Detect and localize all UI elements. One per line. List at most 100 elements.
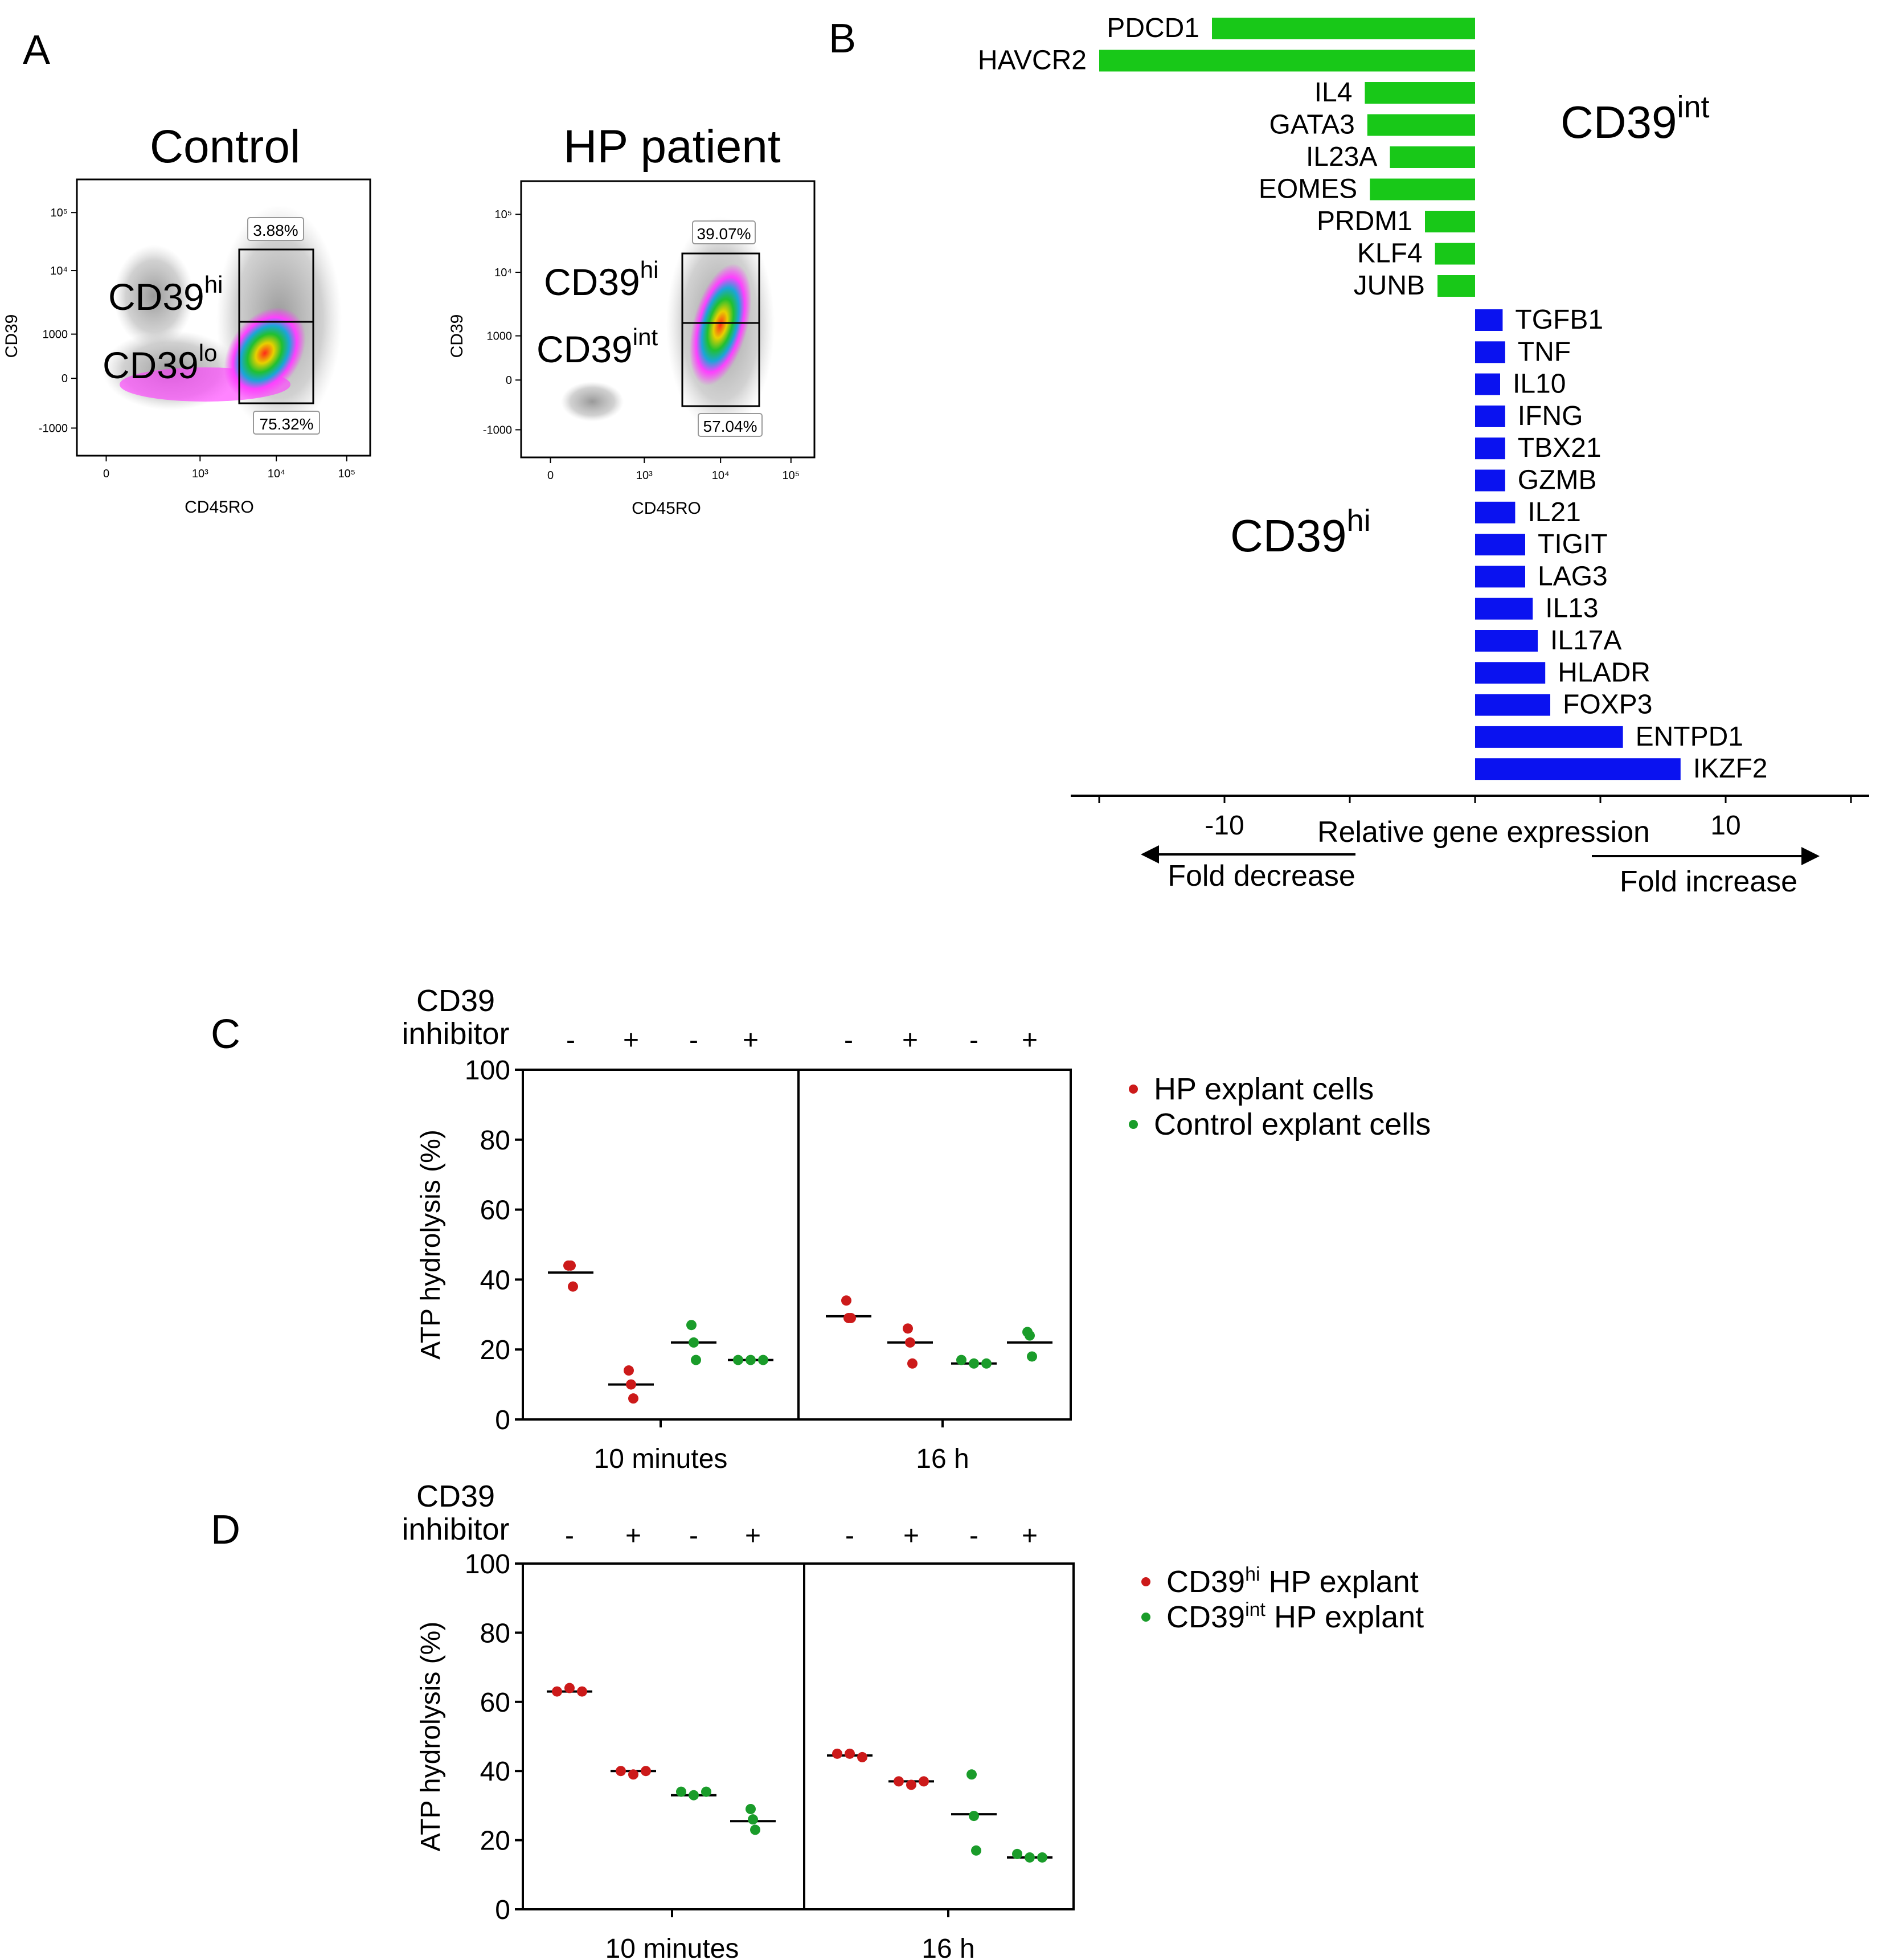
data-point-c bbox=[746, 1355, 756, 1365]
bar-foxp3 bbox=[1475, 694, 1550, 716]
data-point-d bbox=[919, 1776, 929, 1787]
data-point-d bbox=[845, 1748, 855, 1759]
data-point-d bbox=[616, 1766, 626, 1777]
flow-xtick-label-control: 10⁴ bbox=[268, 468, 285, 480]
data-point-d bbox=[748, 1814, 758, 1825]
data-point-d bbox=[966, 1769, 977, 1780]
legend-marker-d bbox=[1141, 1613, 1150, 1622]
inhibitor-sign-c: - bbox=[969, 1025, 978, 1055]
b-group-label-int: CD39int bbox=[1561, 90, 1710, 148]
bar-ifng bbox=[1475, 405, 1505, 427]
inhibitor-sign-c: + bbox=[902, 1025, 918, 1055]
gene-label-lag3: LAG3 bbox=[1538, 561, 1608, 591]
b-xtick-label: -10 bbox=[1205, 811, 1244, 841]
data-point-d bbox=[746, 1803, 756, 1814]
ytick-label-d: 60 bbox=[480, 1688, 510, 1718]
gene-label-tgfb1: TGFB1 bbox=[1515, 305, 1603, 335]
ytick-label-c: 0 bbox=[495, 1405, 510, 1435]
bar-pdcd1 bbox=[1212, 18, 1475, 39]
flow-density-main-control bbox=[224, 307, 306, 399]
flow-plot-hp: HP patient 39.07% 57.04% CD39hi CD39int … bbox=[448, 121, 816, 518]
ytick-label-d: 40 bbox=[480, 1757, 510, 1787]
flow-ytick-label-control: 10⁵ bbox=[50, 207, 68, 219]
flow-ytick-label-hp: -1000 bbox=[483, 424, 512, 437]
bar-il23a bbox=[1390, 146, 1475, 168]
bar-ikzf2 bbox=[1475, 758, 1681, 780]
b-group-label-hi: CD39hi bbox=[1230, 504, 1371, 561]
gene-label-havcr2: HAVCR2 bbox=[978, 46, 1087, 76]
flow-title-hp: HP patient bbox=[563, 121, 781, 173]
flow-frame-control bbox=[76, 178, 371, 457]
panel-b-label: B bbox=[829, 16, 856, 62]
data-point-c bbox=[686, 1320, 697, 1331]
gene-label-tnf: TNF bbox=[1518, 337, 1571, 367]
gene-label-il23a: IL23A bbox=[1306, 142, 1377, 172]
fold-decrease-label: Fold decrease bbox=[1168, 860, 1355, 893]
data-point-c bbox=[905, 1337, 915, 1348]
data-point-c bbox=[733, 1355, 743, 1365]
group-label-d: 10 minutes bbox=[605, 1934, 739, 1960]
ytick-label-c: 20 bbox=[480, 1335, 510, 1365]
gate-pct-top-control: 3.88% bbox=[253, 222, 298, 239]
legend-marker-c bbox=[1129, 1085, 1138, 1094]
panel-d-label: D bbox=[211, 1507, 240, 1553]
gene-label-ifng: IFNG bbox=[1518, 401, 1583, 431]
bar-entpd1 bbox=[1475, 726, 1623, 748]
inhibitor-sign-d: - bbox=[689, 1521, 698, 1551]
plot-frame-d bbox=[522, 1562, 1075, 1910]
gate-label-bottom-control: CD39lo bbox=[103, 339, 217, 386]
inhibitor-sign-d: + bbox=[745, 1521, 761, 1551]
bar-eomes bbox=[1370, 178, 1475, 200]
plot-frame-c bbox=[522, 1069, 1072, 1421]
gene-label-pdcd1: PDCD1 bbox=[1107, 13, 1199, 43]
data-point-c bbox=[1027, 1351, 1037, 1362]
bar-lag3 bbox=[1475, 566, 1525, 588]
data-point-d bbox=[564, 1683, 575, 1693]
group-label-c: 10 minutes bbox=[594, 1444, 728, 1474]
data-point-c bbox=[624, 1365, 634, 1376]
flow-xtick-label-control: 0 bbox=[103, 468, 109, 480]
ytick-label-c: 40 bbox=[480, 1265, 510, 1295]
fold-change-bars: PDCD1 HAVCR2 IL4GATA3IL23AEOMESPRDM1KLF4JU… bbox=[978, 13, 1768, 784]
gate-label-bottom-hp: CD39int bbox=[536, 324, 658, 370]
bar-junb bbox=[1437, 275, 1475, 297]
data-point-d bbox=[676, 1786, 686, 1797]
gate-box-hp bbox=[681, 252, 760, 407]
gate-pct-bottom-control: 75.32% bbox=[260, 415, 314, 433]
flow-ytick-label-control: 0 bbox=[62, 373, 68, 385]
bar-prdm1 bbox=[1425, 211, 1475, 232]
bar-tnf bbox=[1475, 341, 1505, 363]
flow-ticks-hp: 10⁵ 10⁴ 1000 0 -1000 0 10³ 10⁴ 10⁵ bbox=[483, 208, 800, 482]
ylabel-c: ATP hydrolysis (%) bbox=[416, 1130, 446, 1360]
data-point-d bbox=[832, 1748, 842, 1759]
data-point-d bbox=[971, 1845, 981, 1856]
data-point-c bbox=[566, 1260, 576, 1271]
flow-ytick-label-hp: 0 bbox=[506, 374, 512, 387]
group-label-c: 16 h bbox=[916, 1444, 969, 1474]
flow-ylabel-control: CD39 bbox=[2, 314, 21, 358]
fold-decrease-arrowhead bbox=[1141, 845, 1159, 864]
inhibitor-sign-c: - bbox=[566, 1025, 575, 1055]
gene-label-eomes: EOMES bbox=[1259, 174, 1357, 204]
flow-xtick-label-hp: 10⁵ bbox=[783, 469, 800, 482]
flow-xtick-label-control: 10⁵ bbox=[338, 468, 356, 480]
inhibitor-label-1-d: CD39 bbox=[416, 1479, 495, 1513]
inhibitor-sign-c: - bbox=[844, 1025, 853, 1055]
inhibitor-sign-d: - bbox=[969, 1521, 978, 1551]
ytick-label-d: 100 bbox=[465, 1549, 510, 1580]
bar-il13 bbox=[1475, 598, 1533, 620]
inhibitor-sign-d: + bbox=[625, 1521, 641, 1551]
gene-label-il17a: IL17A bbox=[1550, 625, 1621, 656]
flow-ytick-label-hp: 10⁴ bbox=[494, 267, 512, 279]
bar-tigit bbox=[1475, 534, 1525, 556]
ytick-label-d: 0 bbox=[495, 1895, 510, 1925]
data-point-d bbox=[1012, 1848, 1022, 1859]
flow-xlabel-control: CD45RO bbox=[185, 498, 254, 517]
flow-ytick-label-hp: 10⁵ bbox=[494, 208, 512, 221]
data-point-c bbox=[1025, 1330, 1035, 1341]
fold-increase-arrowhead bbox=[1801, 847, 1820, 865]
gate-box-control bbox=[238, 248, 314, 404]
ytick-label-d: 20 bbox=[480, 1826, 510, 1856]
